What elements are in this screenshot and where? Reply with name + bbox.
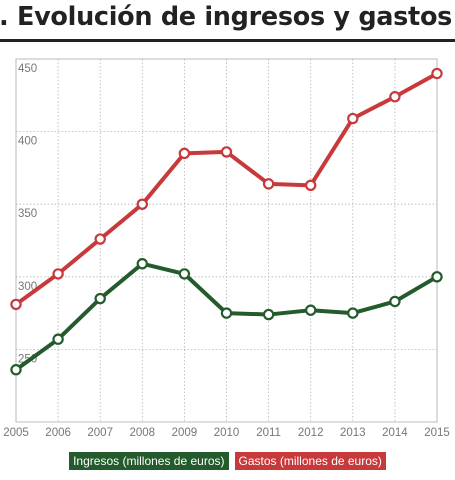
data-point — [10, 364, 22, 376]
data-point — [94, 233, 106, 245]
x-axis-ticks: 2005 2006 2007 2008 2009 2010 2011 2012 2013 2014… — [3, 427, 450, 439]
x-tick-label: 2011 — [256, 427, 281, 439]
y-tick-label: 350 — [18, 208, 37, 220]
x-tick-label: 2005 — [3, 427, 29, 439]
x-tick-label: 2015 — [424, 427, 450, 439]
data-point — [347, 307, 359, 319]
x-tick-label: 2009 — [172, 427, 198, 439]
data-point — [136, 198, 148, 210]
data-point — [262, 178, 275, 190]
data-point — [347, 112, 359, 125]
data-point — [305, 179, 317, 192]
x-tick-label: 2014 — [382, 427, 408, 439]
data-point — [10, 298, 22, 311]
grid — [15, 58, 438, 423]
x-tick-label: 2013 — [340, 427, 366, 439]
data-point — [220, 146, 233, 158]
chart-title: . Evolución de ingresos y gastos — [0, 2, 453, 32]
y-tick-label: 450 — [18, 63, 37, 75]
title-underline — [0, 39, 455, 42]
x-tick-label: 2007 — [87, 427, 113, 439]
data-point — [262, 308, 275, 321]
data-point — [220, 307, 233, 319]
y-tick-label: 300 — [18, 281, 37, 293]
data-point — [431, 67, 443, 80]
data-point — [52, 268, 64, 280]
data-point — [52, 333, 64, 345]
data-point — [136, 258, 148, 270]
data-point — [178, 268, 191, 280]
data-point — [431, 271, 443, 283]
data-point — [389, 91, 401, 103]
x-tick-label: 2010 — [214, 427, 240, 439]
data-point — [178, 147, 191, 160]
y-tick-label: 400 — [18, 136, 37, 148]
data-point — [94, 292, 106, 305]
x-tick-label: 2012 — [298, 427, 324, 439]
data-point — [389, 295, 401, 308]
data-point — [305, 304, 317, 316]
x-tick-label: 2008 — [130, 427, 156, 439]
series-lines — [10, 67, 443, 376]
legend-entry: Ingresos (millones de euros) — [69, 452, 229, 470]
legend: Ingresos (millones de euros) Gastos (mill… — [0, 452, 455, 470]
legend-entry: Gastos (millones de euros) — [234, 452, 386, 470]
x-tick-label: 2006 — [45, 427, 71, 439]
